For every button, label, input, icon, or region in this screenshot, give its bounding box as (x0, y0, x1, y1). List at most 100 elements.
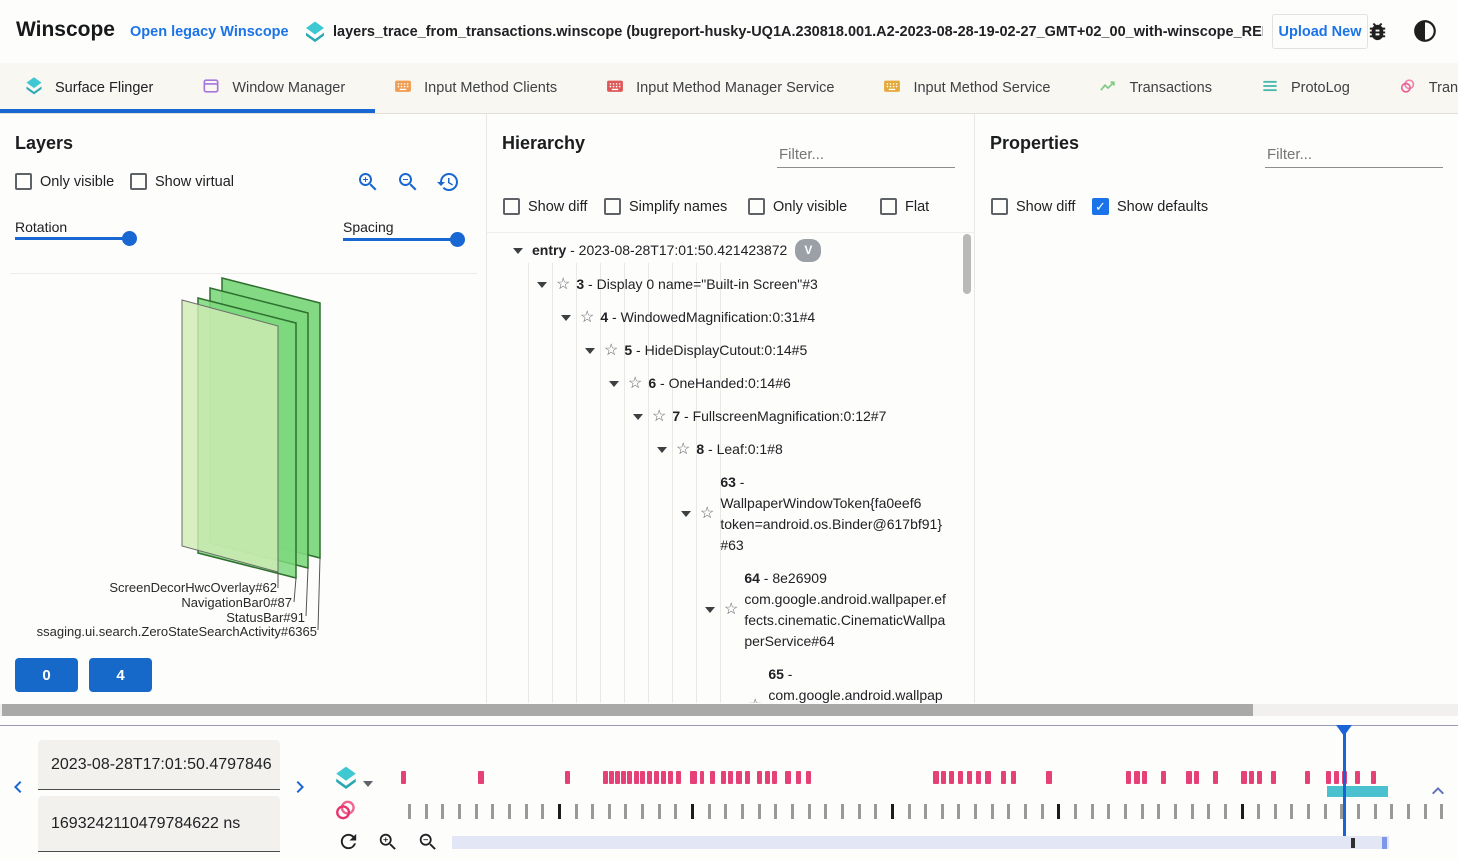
tab-protolog[interactable]: ProtoLog (1236, 63, 1374, 113)
transition-tick (641, 804, 644, 819)
properties-filter-input[interactable] (1265, 142, 1443, 168)
pin-star-icon[interactable]: ☆ (604, 341, 619, 359)
sf-event-mark (1326, 771, 1331, 784)
collapse-caret-icon[interactable] (654, 446, 670, 453)
rotation-slider[interactable] (15, 230, 137, 246)
pin-star-icon[interactable]: ☆ (700, 505, 715, 522)
checkbox-only-visible[interactable]: Only visible (15, 173, 114, 190)
pin-star-icon[interactable]: ☆ (676, 440, 691, 458)
timeline-cursor-line[interactable] (1343, 725, 1346, 837)
human-timestamp-field[interactable] (38, 740, 280, 790)
transitions-trace-icon[interactable] (332, 796, 360, 824)
tab-input-method-service[interactable]: Input Method Service (858, 63, 1074, 113)
transition-tick (1041, 804, 1044, 819)
tree-row-7[interactable]: ☆ 7 - FullscreenMagnification:0:12#7 (487, 400, 975, 433)
tab-transactions[interactable]: Transactions (1074, 63, 1235, 113)
pin-star-icon[interactable]: ☆ (556, 275, 571, 293)
display-button-4[interactable]: 4 (89, 658, 152, 692)
collapse-caret-icon[interactable] (678, 511, 694, 517)
checkbox-box[interactable] (748, 198, 765, 215)
tree-row-65[interactable]: ☆ 65 - com.google.android.wallpaper.effec… (487, 658, 975, 703)
transition-tick (1174, 804, 1177, 819)
checkbox-box[interactable]: ✓ (1092, 198, 1109, 215)
tab-surface-flinger[interactable]: Surface Flinger (0, 63, 177, 113)
ns-timestamp-field[interactable] (38, 796, 280, 852)
horizontal-scrollbar-thumb[interactable] (2, 704, 1253, 716)
checkbox-box[interactable] (991, 198, 1008, 215)
sf-event-mark (690, 771, 697, 784)
surface-flinger-trace-icon[interactable] (333, 765, 359, 791)
checkbox-show-defaults[interactable]: ✓ Show defaults (1092, 198, 1208, 215)
tree-row-5[interactable]: ☆ 5 - HideDisplayCutout:0:14#5 (487, 334, 975, 367)
tree-row-63[interactable]: ☆ 63 - WallpaperWindowToken{fa0eef6 token… (487, 466, 975, 562)
horizontal-scrollbar-track[interactable] (0, 704, 1458, 716)
zoom-in-icon[interactable] (356, 170, 380, 194)
timeline-refresh-icon[interactable] (337, 830, 360, 853)
hierarchy-filter-input[interactable] (777, 142, 955, 168)
collapse-caret-icon[interactable] (630, 413, 646, 420)
spacing-slider-thumb[interactable] (450, 232, 465, 247)
checkbox-flat[interactable]: Flat (880, 198, 929, 215)
display-button-0[interactable]: 0 (15, 658, 78, 692)
leader-line (317, 557, 321, 631)
transition-tick (475, 804, 478, 819)
transition-tick (491, 804, 494, 819)
leader-line (305, 567, 309, 617)
spacing-slider[interactable] (343, 231, 465, 247)
tab-input-method-manager-service[interactable]: Input Method Manager Service (581, 63, 858, 113)
pin-star-icon[interactable]: ☆ (748, 698, 762, 704)
visibility-chip: V (795, 239, 822, 262)
timeline-zoom-in-icon[interactable] (377, 831, 400, 854)
checkbox-box[interactable] (15, 173, 32, 190)
pin-star-icon[interactable]: ☆ (652, 407, 667, 425)
tree-row-8[interactable]: ☆ 8 - Leaf:0:1#8 (487, 433, 975, 466)
checkbox-box[interactable] (880, 198, 897, 215)
zoom-out-icon[interactable] (396, 170, 420, 194)
hierarchy-scrollbar-thumb[interactable] (963, 234, 971, 294)
transition-tick (1074, 804, 1077, 819)
timeline-zoom-range-bar[interactable] (452, 836, 1389, 849)
open-legacy-winscope-link[interactable]: Open legacy Winscope (130, 24, 289, 40)
trace-selector-caret-icon[interactable] (363, 781, 373, 787)
layer-rect-front[interactable] (181, 299, 279, 573)
checkbox-show-diff[interactable]: Show diff (503, 198, 587, 215)
next-entry-button[interactable] (288, 775, 312, 799)
collapse-caret-icon[interactable] (702, 607, 718, 613)
tab-window-manager[interactable]: Window Manager (177, 63, 369, 113)
collapse-caret-icon[interactable] (534, 281, 550, 288)
tab-transitions[interactable]: Transitions (1374, 63, 1458, 113)
checkbox-show-diff[interactable]: Show diff (991, 198, 1075, 215)
collapse-caret-icon[interactable] (606, 380, 622, 387)
collapse-timeline-icon[interactable] (1426, 779, 1450, 803)
checkbox-box[interactable] (503, 198, 520, 215)
layers-3d-canvas[interactable] (0, 258, 487, 658)
pin-star-icon[interactable]: ☆ (628, 374, 643, 392)
pin-star-icon[interactable]: ☆ (724, 601, 739, 618)
timeline-zoom-out-icon[interactable] (417, 831, 440, 854)
transition-tick (408, 804, 411, 819)
tree-row-6[interactable]: ☆ 6 - OneHanded:0:14#6 (487, 367, 975, 400)
checkbox-simplify-names[interactable]: Simplify names (604, 198, 727, 215)
collapse-caret-icon[interactable] (582, 347, 598, 354)
hierarchy-tree: entry - 2023-08-28T17:01:50.421423872 V ☆ 3… (487, 232, 975, 703)
checkbox-only-visible[interactable]: Only visible (748, 198, 847, 215)
prev-entry-button[interactable] (6, 775, 30, 799)
tree-row-entry[interactable]: entry - 2023-08-28T17:01:50.421423872 V (487, 233, 975, 268)
collapse-caret-icon[interactable] (510, 247, 526, 254)
pin-star-icon[interactable]: ☆ (580, 308, 595, 326)
report-bug-icon[interactable] (1366, 20, 1389, 43)
tree-row-64[interactable]: ☆ 64 - 8e26909 com.google.android.wallpap… (487, 562, 975, 658)
upload-new-button[interactable]: Upload New (1272, 14, 1368, 49)
transition-tick (1424, 804, 1427, 819)
transition-tick (1274, 804, 1277, 819)
dark-mode-toggle-icon[interactable] (1412, 18, 1438, 44)
tree-row-4[interactable]: ☆ 4 - WindowedMagnification:0:31#4 (487, 301, 975, 334)
checkbox-box[interactable] (604, 198, 621, 215)
collapse-caret-icon[interactable] (558, 314, 574, 321)
rotation-slider-thumb[interactable] (122, 231, 137, 246)
tree-row-3[interactable]: ☆ 3 - Display 0 name="Built-in Screen"#3 (487, 268, 975, 301)
reset-view-icon[interactable] (436, 170, 460, 194)
checkbox-show-virtual[interactable]: Show virtual (130, 173, 234, 190)
tab-input-method-clients[interactable]: Input Method Clients (369, 63, 581, 113)
checkbox-box[interactable] (130, 173, 147, 190)
